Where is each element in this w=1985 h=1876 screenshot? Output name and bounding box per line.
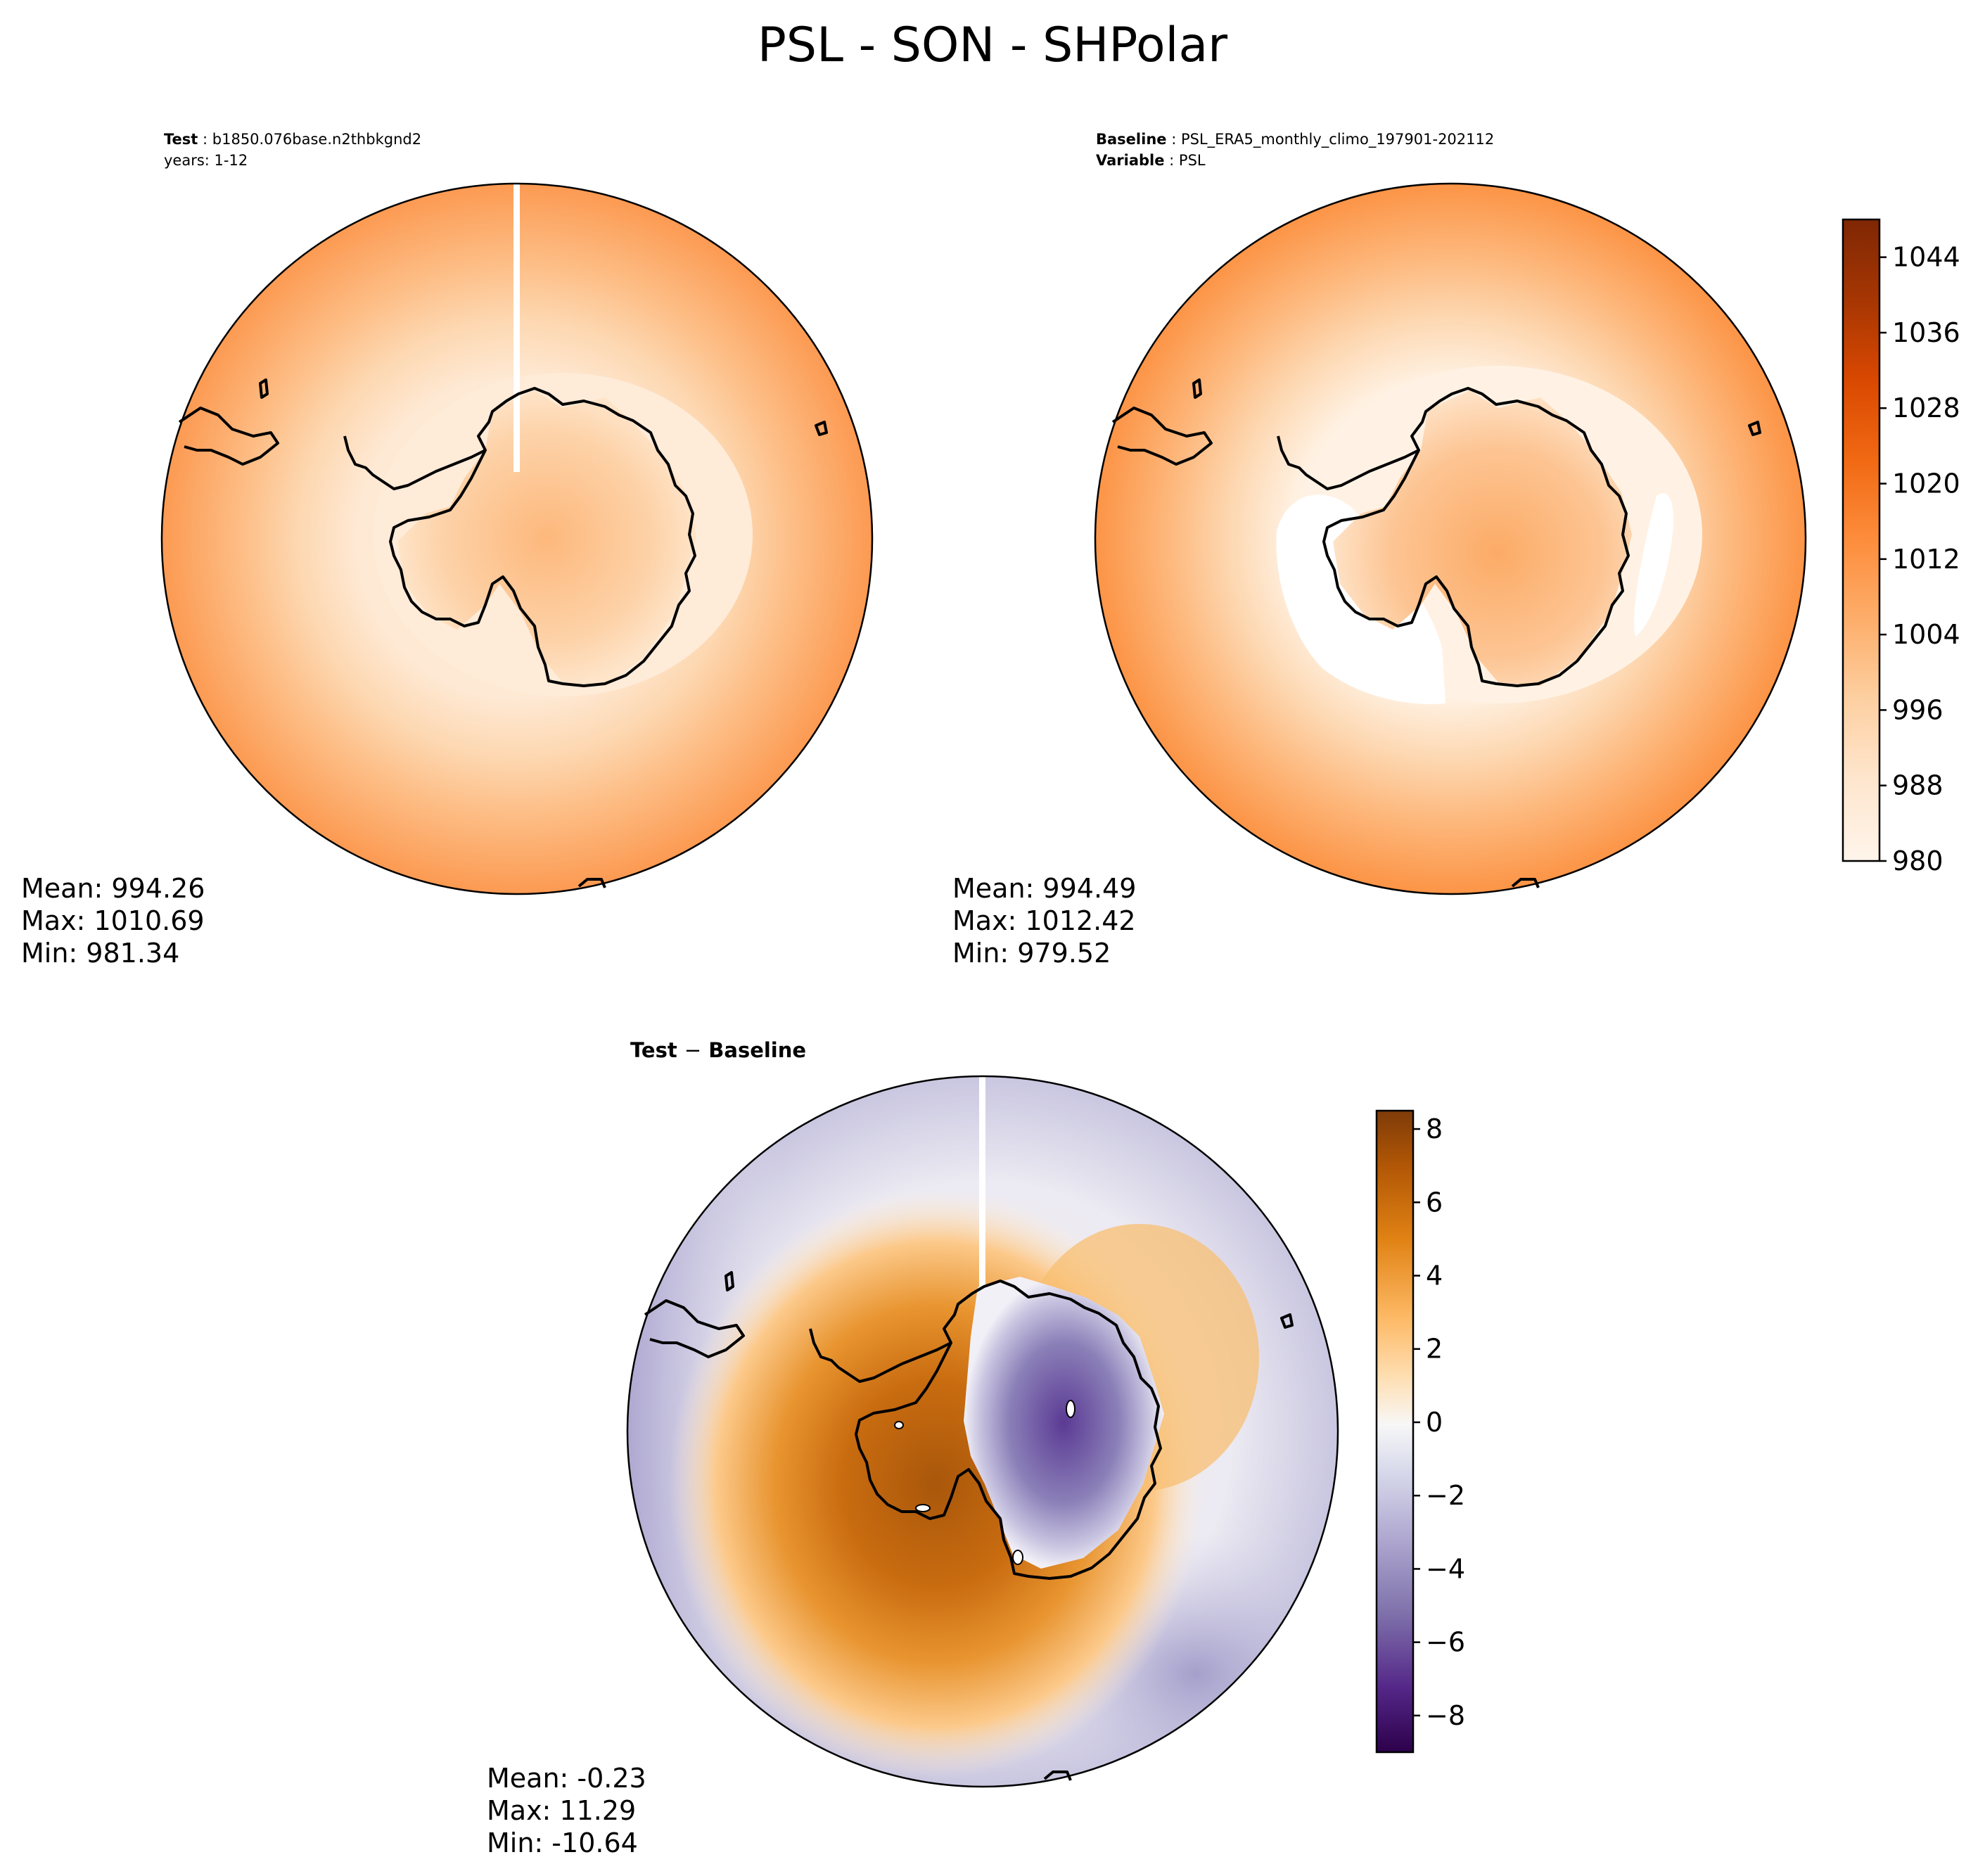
puor-colorbar-tick-label: −6: [1426, 1627, 1465, 1658]
baseline-mean: Mean: 994.49: [952, 873, 1137, 904]
baseline-min-area-east: [1634, 493, 1673, 637]
diff-max: Max: 11.29: [487, 1795, 637, 1826]
oranges-colorbar-tick-label: 996: [1892, 694, 1943, 725]
oranges-colorbar-tick-label: 1020: [1892, 468, 1960, 499]
puor-colorbar-tick-label: −8: [1426, 1700, 1465, 1731]
puor-colorbar-tick-label: 6: [1426, 1187, 1443, 1218]
test-header: Test : b1850.076base.n2thbkgnd2 years: 1…: [164, 131, 422, 169]
puor-colorbar: 8 6 4 2 0 −2 −4 −6 −8: [1375, 1109, 1465, 1754]
baseline-case-name: PSL_ERA5_monthly_climo_197901-202112: [1180, 131, 1495, 148]
diff-map: [626, 1075, 1339, 1788]
baseline-map-border: [1094, 182, 1807, 895]
puor-colorbar-tick-label: 4: [1426, 1261, 1443, 1291]
puor-colorbar-ticks: 8 6 4 2 0 −2 −4 −6 −8: [1413, 1114, 1465, 1731]
diff-title-baseline: Baseline: [708, 1038, 807, 1062]
variable-label: Variable: [1096, 152, 1165, 169]
puor-colorbar-tick-label: 0: [1426, 1407, 1443, 1438]
test-min: Min: 981.34: [21, 938, 180, 969]
baseline-max: Max: 1012.42: [952, 905, 1136, 936]
test-label: Test: [164, 131, 198, 148]
oranges-colorbar-tick-label: 1004: [1892, 619, 1960, 650]
oranges-colorbar-tick-label: 1036: [1892, 317, 1960, 348]
diff-mean: Mean: -0.23: [487, 1763, 646, 1794]
baseline-header: Baseline : PSL_ERA5_monthly_climo_197901…: [1096, 131, 1495, 169]
baseline-stats: Mean: 994.49 Max: 1012.42 Min: 979.52: [952, 872, 1136, 969]
test-stats: Mean: 994.26 Max: 1010.69 Min: 981.34: [21, 872, 205, 969]
puor-colorbar-tick-label: 2: [1426, 1334, 1443, 1365]
oranges-colorbar-tick-label: 1044: [1892, 242, 1960, 273]
figure-title: PSL - SON - SHPolar: [757, 18, 1228, 73]
diff-title-minus: −: [684, 1038, 702, 1062]
oranges-colorbar-ticks: 980 988 996 1004 1012 1020 1028 1036 1044: [1879, 242, 1960, 876]
diff-title-test: Test: [630, 1038, 677, 1062]
test-max: Max: 1010.69: [21, 905, 205, 936]
oranges-colorbar-tick-label: 1028: [1892, 393, 1960, 423]
test-map: [160, 182, 874, 895]
oranges-colorbar-tick-label: 1012: [1892, 544, 1960, 575]
test-case-name: b1850.076base.n2thbkgnd2: [212, 131, 422, 148]
diff-min: Min: -10.64: [487, 1827, 638, 1858]
baseline-antarctic-field: [1333, 390, 1632, 686]
test-years: years: 1-12: [164, 152, 248, 169]
test-seam: [513, 184, 520, 472]
oranges-colorbar-tick-label: 988: [1892, 770, 1943, 801]
diff-stats: Mean: -0.23 Max: 11.29 Min: -10.64: [487, 1762, 646, 1859]
baseline-label: Baseline: [1096, 131, 1167, 148]
variable-name: PSL: [1178, 152, 1206, 169]
puor-colorbar-tick-label: 8: [1426, 1114, 1443, 1144]
diff-map-border: [626, 1075, 1339, 1788]
oranges-colorbar-bar: [1842, 218, 1881, 862]
baseline-min: Min: 979.52: [952, 938, 1111, 969]
diff-masked-spots: [894, 1400, 1076, 1565]
test-map-border: [160, 182, 874, 895]
diff-negative-antarctic: [964, 1277, 1164, 1569]
diff-title: Test − Baseline: [630, 1038, 806, 1062]
baseline-map: [1094, 182, 1807, 895]
diff-seam: [979, 1076, 985, 1287]
test-antarctic-field: [397, 390, 696, 686]
puor-colorbar-tick-label: −2: [1426, 1480, 1465, 1511]
test-mean: Mean: 994.26: [21, 873, 205, 904]
puor-colorbar-tick-label: −4: [1426, 1553, 1465, 1584]
oranges-colorbar: 980 988 996 1004 1012 1020 1028 1036 1044: [1842, 218, 1960, 876]
oranges-colorbar-tick-label: 980: [1892, 846, 1943, 876]
puor-colorbar-bar: [1375, 1109, 1415, 1754]
